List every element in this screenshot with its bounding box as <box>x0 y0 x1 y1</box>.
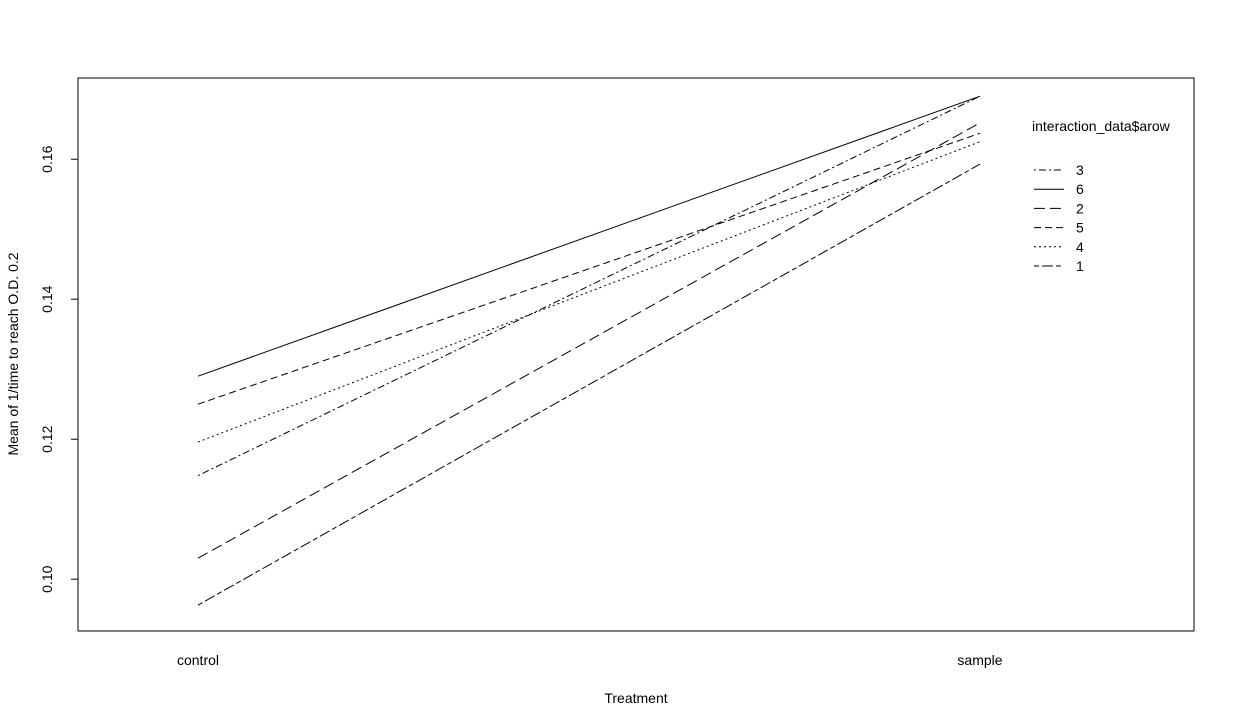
series-line-3 <box>197 95 981 477</box>
legend-label-3: 3 <box>1076 162 1084 178</box>
x-tick-label: sample <box>957 652 1002 668</box>
legend-label-2: 2 <box>1076 200 1084 216</box>
series-line-6 <box>197 95 981 377</box>
series-line-5 <box>197 132 981 405</box>
legend-label-4: 4 <box>1076 239 1084 255</box>
legend-label-1: 1 <box>1076 258 1084 274</box>
y-axis: 0.10 0.12 0.14 0.16 <box>39 145 78 593</box>
series-lines <box>197 95 981 606</box>
y-tick-label: 0.16 <box>39 145 55 172</box>
y-axis-title: Mean of 1/time to reach O.D. 0.2 <box>5 252 21 455</box>
x-axis-title: Treatment <box>604 690 667 706</box>
y-tick-label: 0.12 <box>39 425 55 452</box>
x-tick-label: control <box>177 652 219 668</box>
y-tick-label: 0.10 <box>39 565 55 592</box>
plot-box <box>77 77 1195 632</box>
y-tick-label: 0.14 <box>39 285 55 312</box>
legend: interaction_data$arow 3 6 2 5 4 1 <box>1032 118 1171 274</box>
legend-title: interaction_data$arow <box>1032 118 1171 134</box>
legend-label-6: 6 <box>1076 181 1084 197</box>
series-line-4 <box>197 141 981 443</box>
legend-label-5: 5 <box>1076 220 1084 236</box>
series-line-1 <box>197 163 981 606</box>
x-axis: control sample <box>177 652 1003 668</box>
series-line-2 <box>197 122 981 559</box>
